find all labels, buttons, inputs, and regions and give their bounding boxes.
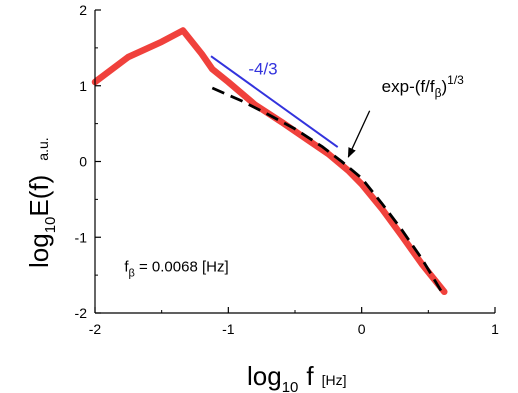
- fit-label: exp-(f/fβ)1/3: [382, 73, 464, 100]
- slope-label: -4/3: [248, 59, 277, 78]
- fit-label-sup: 1/3: [447, 73, 464, 87]
- y-tick-label: -1: [75, 229, 88, 245]
- x-axis-title: log10 f [Hz]: [247, 361, 347, 393]
- x-tick-label: -1: [222, 321, 235, 337]
- fit-label-base: exp-(f/f: [382, 77, 435, 96]
- y-axis-title: log10E(f) a.u.: [24, 137, 59, 268]
- x-axis-title-sub: 10: [282, 379, 299, 393]
- stretched-exponential-fit-line: [211, 86, 446, 298]
- x-tick-label: -2: [89, 321, 102, 337]
- param-label: fβ = 0.0068 [Hz]: [124, 258, 228, 279]
- axis-ticks: -2 -1 0 1 -2 -1 0 1 2: [75, 2, 500, 337]
- x-tick-label: 0: [358, 321, 366, 337]
- x-axis-title-main: log: [247, 361, 282, 391]
- param-label-base: f: [124, 258, 129, 275]
- slope-reference-line: [210, 55, 339, 148]
- x-tick-label: 1: [491, 321, 499, 337]
- y-tick-label: -2: [75, 305, 88, 321]
- param-label-rest: = 0.0068 [Hz]: [135, 258, 229, 275]
- y-axis-title-sub: 10: [42, 217, 59, 234]
- y-axis-title-var: E(f): [24, 175, 54, 217]
- y-axis-title-unit: a.u.: [35, 137, 51, 160]
- measured-spectrum-line: [91, 27, 448, 296]
- x-axis-title-unit: [Hz]: [322, 372, 347, 388]
- fit-arrow: [347, 110, 371, 158]
- y-tick-label: 0: [79, 154, 87, 170]
- y-tick-label: 1: [79, 78, 87, 94]
- y-axis-title-main: log: [24, 233, 54, 268]
- x-axis-title-var: f: [306, 361, 314, 391]
- fit-label-sub: β: [435, 86, 442, 100]
- fit-label-close: ): [441, 77, 447, 96]
- param-label-sub: β: [129, 267, 135, 279]
- y-tick-label: 2: [79, 2, 87, 18]
- data-lines: [91, 27, 448, 298]
